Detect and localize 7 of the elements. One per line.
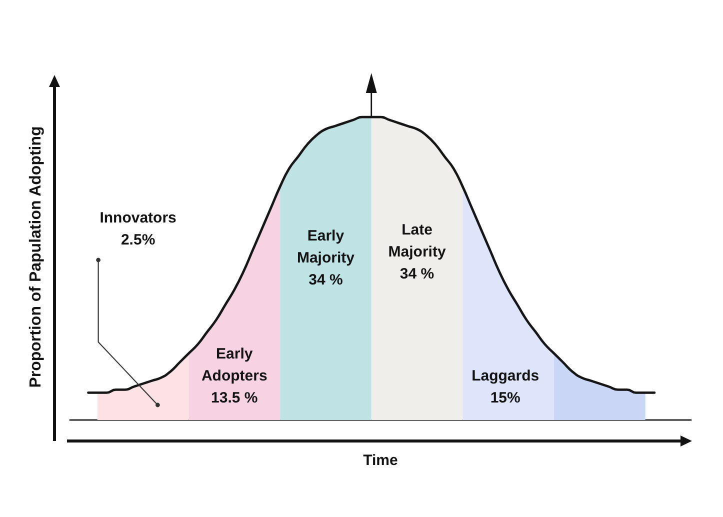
x-axis-title: Time	[363, 452, 398, 469]
y-axis-title: Proportion of Papulation Adopting	[28, 126, 44, 388]
annotation: Early Adopters 13.5 %	[201, 346, 268, 406]
annotation: Laggards 15%	[472, 368, 540, 406]
annotation: Late Majority 34 %	[388, 222, 446, 282]
annotation: Early Majority 34 %	[296, 228, 356, 288]
annotation: Innovators 2.5%	[100, 210, 176, 248]
